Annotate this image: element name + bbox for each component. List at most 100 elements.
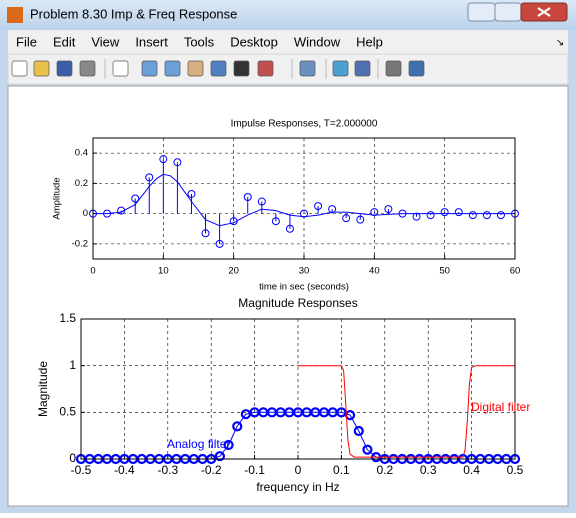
stem-marker xyxy=(342,214,351,223)
x-tick-label: 50 xyxy=(439,266,450,277)
x-tick-label: -0.5 xyxy=(71,463,92,477)
marker xyxy=(214,451,225,462)
x-tick-label: -0.4 xyxy=(114,463,135,477)
x-tick-label: 0.2 xyxy=(376,463,393,477)
stem-marker xyxy=(187,189,196,198)
stem-marker xyxy=(257,197,266,206)
stem-marker xyxy=(159,155,168,164)
toolbar-button[interactable] xyxy=(299,60,316,77)
stem-marker xyxy=(356,215,365,224)
stem-marker xyxy=(271,217,280,226)
axes-box xyxy=(80,318,516,460)
toolbar-button[interactable] xyxy=(56,60,73,77)
y-axis-label: Magnitude xyxy=(36,361,50,417)
y-axis-label: Amplitude xyxy=(52,177,63,219)
toolbar-button[interactable] xyxy=(33,60,50,77)
window-title: Problem 8.30 Imp & Freq Response xyxy=(30,6,237,21)
stem-marker xyxy=(370,208,379,217)
x-tick-label: 0.5 xyxy=(507,463,524,477)
marker xyxy=(362,444,373,455)
stem-marker xyxy=(384,205,393,214)
stem-marker xyxy=(131,194,140,203)
y-tick-label: 0.4 xyxy=(75,148,88,159)
marker xyxy=(336,407,347,418)
toolbar-button[interactable] xyxy=(112,60,129,77)
x-tick-label: -0.3 xyxy=(157,463,178,477)
menu-dock-arrow[interactable]: ↘ xyxy=(556,38,564,49)
menu-item[interactable]: Tools xyxy=(184,34,215,49)
toolbar-button[interactable] xyxy=(210,60,227,77)
toolbar-button[interactable] xyxy=(141,60,158,77)
y-tick-label: 1 xyxy=(69,358,76,372)
y-tick-label: 0.5 xyxy=(59,405,76,419)
x-tick-label: 0 xyxy=(295,463,302,477)
menu-item[interactable]: Help xyxy=(356,34,383,49)
menu-item[interactable]: View xyxy=(91,34,120,49)
stem-marker xyxy=(145,173,154,182)
toolbar-button[interactable] xyxy=(408,60,425,77)
annotation: Analog filter xyxy=(167,437,230,451)
app-icon xyxy=(7,7,23,23)
x-tick-label: 0 xyxy=(90,266,95,277)
maximize-button[interactable] xyxy=(494,2,522,22)
menu-item[interactable]: Insert xyxy=(135,34,168,49)
toolbar-button[interactable] xyxy=(79,60,96,77)
toolbar-button[interactable] xyxy=(187,60,204,77)
menu-item[interactable]: Edit xyxy=(53,34,76,49)
y-tick-label: 1.5 xyxy=(59,311,76,325)
menu-item[interactable]: Desktop xyxy=(230,34,278,49)
y-tick-label: 0 xyxy=(83,208,88,219)
marker xyxy=(223,439,234,451)
line xyxy=(298,365,515,458)
stem-marker xyxy=(243,192,252,201)
stem-marker xyxy=(426,211,435,220)
stem-marker xyxy=(285,224,294,233)
axes-box xyxy=(92,137,516,260)
x-tick-label: 30 xyxy=(299,266,310,277)
axes-title: Impulse Responses, T=2.000000 xyxy=(231,119,378,130)
x-tick-label: 40 xyxy=(369,266,380,277)
marker xyxy=(232,421,243,432)
line xyxy=(93,173,515,227)
axes-title: Magnitude Responses xyxy=(238,296,357,310)
minimize-button[interactable] xyxy=(467,2,496,22)
x-tick-label: 0.3 xyxy=(420,463,437,477)
annotation: Digital filter xyxy=(471,400,530,414)
stem-marker xyxy=(440,208,449,217)
stem-marker xyxy=(173,158,182,167)
toolbar-button[interactable] xyxy=(354,60,371,77)
menu-item[interactable]: Window xyxy=(294,34,341,49)
x-tick-label: 20 xyxy=(228,266,239,277)
stem-marker xyxy=(201,229,210,238)
y-tick-label: -0.2 xyxy=(72,238,88,249)
toolbar-button[interactable] xyxy=(257,60,274,77)
y-tick-label: 0 xyxy=(69,451,76,465)
stem-marker xyxy=(314,202,323,211)
toolbar-button[interactable] xyxy=(385,60,402,77)
x-tick-label: -0.1 xyxy=(244,463,265,477)
menu-bar xyxy=(8,30,568,54)
toolbar-button[interactable] xyxy=(11,60,28,77)
x-tick-label: 0.4 xyxy=(463,463,480,477)
x-axis-label: frequency in Hz xyxy=(256,480,339,494)
stem-marker xyxy=(215,239,224,248)
toolbar-button[interactable] xyxy=(233,60,250,77)
stem-marker xyxy=(482,211,491,220)
y-tick-label: 0.2 xyxy=(75,178,88,189)
x-tick-label: 0.1 xyxy=(333,463,350,477)
close-icon xyxy=(537,7,551,17)
stem-marker xyxy=(468,211,477,220)
x-tick-label: 10 xyxy=(158,266,169,277)
stem-marker xyxy=(454,208,463,217)
menu-item[interactable]: File xyxy=(16,34,37,49)
toolbar-button[interactable] xyxy=(164,60,181,77)
toolbar-button[interactable] xyxy=(332,60,349,77)
x-tick-label: -0.2 xyxy=(201,463,222,477)
marker xyxy=(353,425,364,437)
x-axis-label: time in sec (seconds) xyxy=(259,282,349,293)
toolbar xyxy=(7,53,569,85)
stem-marker xyxy=(496,211,505,220)
x-tick-label: 60 xyxy=(510,266,521,277)
